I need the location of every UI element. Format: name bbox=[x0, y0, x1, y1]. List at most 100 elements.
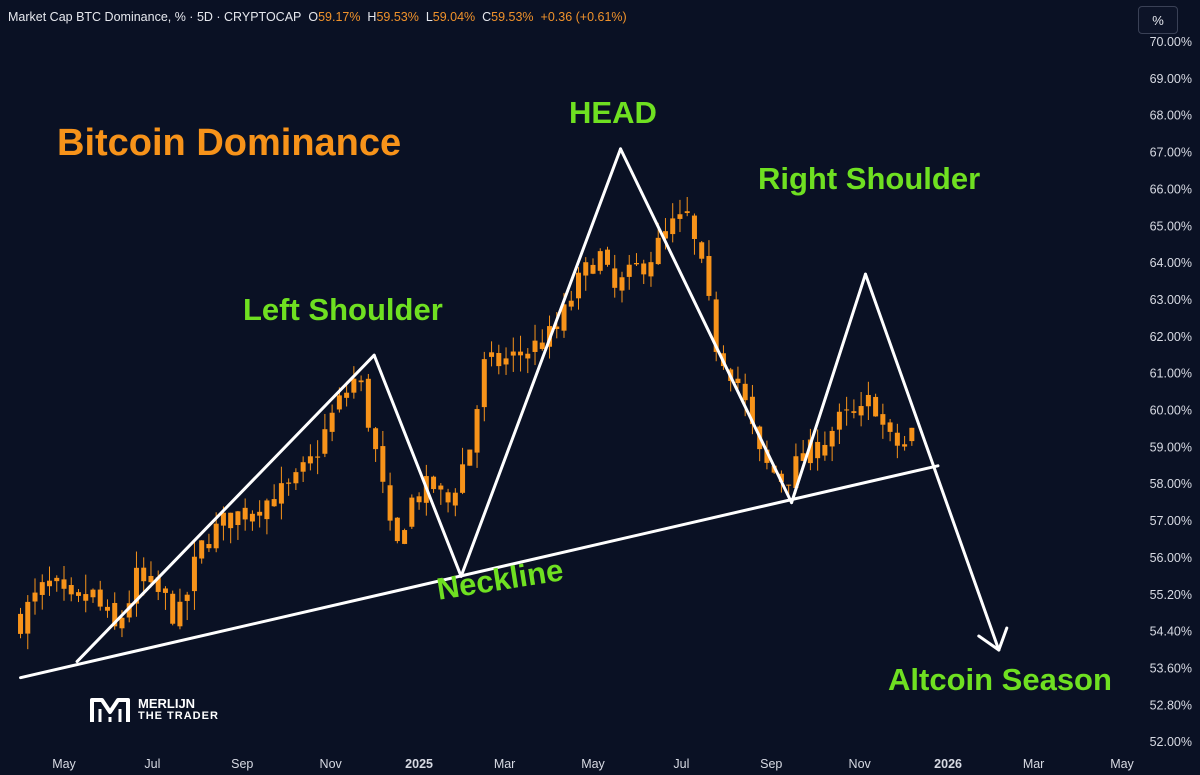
candle-body bbox=[909, 427, 915, 442]
candle bbox=[844, 396, 850, 426]
low-label: L bbox=[425, 10, 433, 24]
candle-body bbox=[184, 594, 190, 601]
candle-body bbox=[561, 304, 567, 331]
y-tick-label: 61.00% bbox=[1150, 367, 1192, 381]
candle bbox=[177, 588, 183, 630]
candle bbox=[568, 290, 574, 311]
candle bbox=[590, 258, 596, 275]
percent-scale-button[interactable]: % bbox=[1138, 6, 1178, 34]
candle-body bbox=[416, 496, 422, 503]
head-up-line bbox=[459, 147, 623, 578]
candle bbox=[438, 483, 444, 505]
y-axis[interactable]: 70.00% 69.00% 68.00% 67.00% 66.00% 65.00% 64.0… bbox=[1150, 35, 1192, 749]
candle bbox=[191, 542, 197, 610]
chart-title: Bitcoin Dominance bbox=[57, 122, 402, 164]
candle bbox=[706, 240, 712, 301]
x-axis[interactable]: May Jul Sep Nov 2025 Mar May Jul Sep Nov 2026 Mar Ma… bbox=[52, 757, 1134, 771]
candle-body bbox=[75, 592, 81, 596]
candle-body bbox=[54, 577, 60, 582]
y-tick-label: 57.00% bbox=[1150, 514, 1192, 528]
candle bbox=[104, 599, 110, 618]
candle bbox=[851, 399, 857, 419]
candle-body bbox=[141, 567, 147, 582]
y-tick-label: 59.00% bbox=[1150, 440, 1192, 454]
candle bbox=[677, 199, 683, 233]
x-tick-label: 2025 bbox=[405, 757, 433, 771]
candle-body bbox=[641, 263, 647, 275]
candle-body bbox=[713, 299, 719, 352]
candle bbox=[264, 498, 270, 535]
candle bbox=[822, 431, 828, 461]
left-shoulder-label: Left Shoulder bbox=[243, 292, 443, 327]
merlijn-logo-icon bbox=[90, 698, 130, 722]
candle-body bbox=[778, 473, 784, 482]
candle-body bbox=[525, 353, 531, 359]
candle bbox=[648, 251, 654, 287]
y-tick-label: 67.00% bbox=[1150, 146, 1192, 160]
candle-body bbox=[467, 449, 473, 466]
candle-body bbox=[148, 575, 154, 583]
candle bbox=[322, 413, 328, 458]
candle-body bbox=[257, 511, 263, 516]
candle bbox=[467, 449, 473, 466]
candle bbox=[576, 267, 582, 310]
candle-body bbox=[873, 396, 879, 417]
candle-body bbox=[677, 214, 683, 219]
y-tick-label: 56.00% bbox=[1150, 551, 1192, 565]
candle bbox=[344, 381, 350, 407]
candle-body bbox=[445, 492, 451, 503]
candle-body bbox=[235, 511, 241, 526]
candle-body bbox=[220, 512, 226, 526]
candle-body bbox=[249, 513, 255, 522]
candle bbox=[402, 528, 408, 545]
high-label: H bbox=[367, 10, 377, 24]
candle-body bbox=[568, 300, 574, 307]
right-shoulder-label: Right Shoulder bbox=[758, 161, 981, 196]
candle bbox=[206, 533, 212, 553]
logo-text: MERLIJN THE TRADER bbox=[138, 697, 219, 723]
candle-body bbox=[264, 500, 270, 520]
candle-body bbox=[394, 517, 400, 542]
candle bbox=[155, 570, 161, 601]
candle-body bbox=[278, 483, 284, 504]
candle bbox=[604, 246, 610, 267]
candle-body bbox=[829, 430, 835, 447]
candle-body bbox=[380, 446, 386, 482]
candle-body bbox=[68, 585, 74, 595]
candle bbox=[583, 257, 589, 291]
candle bbox=[489, 341, 495, 367]
candle-body bbox=[894, 432, 900, 446]
candle-body bbox=[670, 218, 676, 235]
candle-body bbox=[474, 409, 480, 453]
candle bbox=[865, 381, 871, 421]
candle bbox=[54, 575, 60, 592]
candle-body bbox=[387, 485, 393, 521]
y-tick-label: 70.00% bbox=[1150, 35, 1192, 49]
candle-body bbox=[836, 411, 842, 430]
candle-body bbox=[32, 592, 38, 602]
candle bbox=[735, 366, 741, 392]
candle bbox=[315, 440, 321, 475]
candle-body bbox=[735, 378, 741, 383]
candle-body bbox=[47, 580, 53, 587]
candle-body bbox=[90, 589, 96, 598]
candle-body bbox=[633, 262, 639, 265]
candle-body bbox=[97, 589, 103, 607]
change-value: +0.36 (+0.61%) bbox=[540, 10, 627, 24]
candle-body bbox=[749, 396, 755, 425]
candle bbox=[97, 580, 103, 611]
candle-body bbox=[699, 242, 705, 259]
candle-body bbox=[344, 392, 350, 398]
candle-body bbox=[691, 215, 697, 240]
candle-body bbox=[583, 262, 589, 276]
candle bbox=[641, 259, 647, 285]
candle bbox=[358, 375, 364, 392]
candle bbox=[510, 337, 516, 372]
candle bbox=[525, 348, 531, 374]
candle bbox=[858, 392, 864, 427]
candle-body bbox=[112, 602, 118, 627]
candle-body bbox=[822, 444, 828, 456]
x-tick-label: Mar bbox=[1023, 757, 1045, 771]
candle-body bbox=[162, 588, 168, 593]
